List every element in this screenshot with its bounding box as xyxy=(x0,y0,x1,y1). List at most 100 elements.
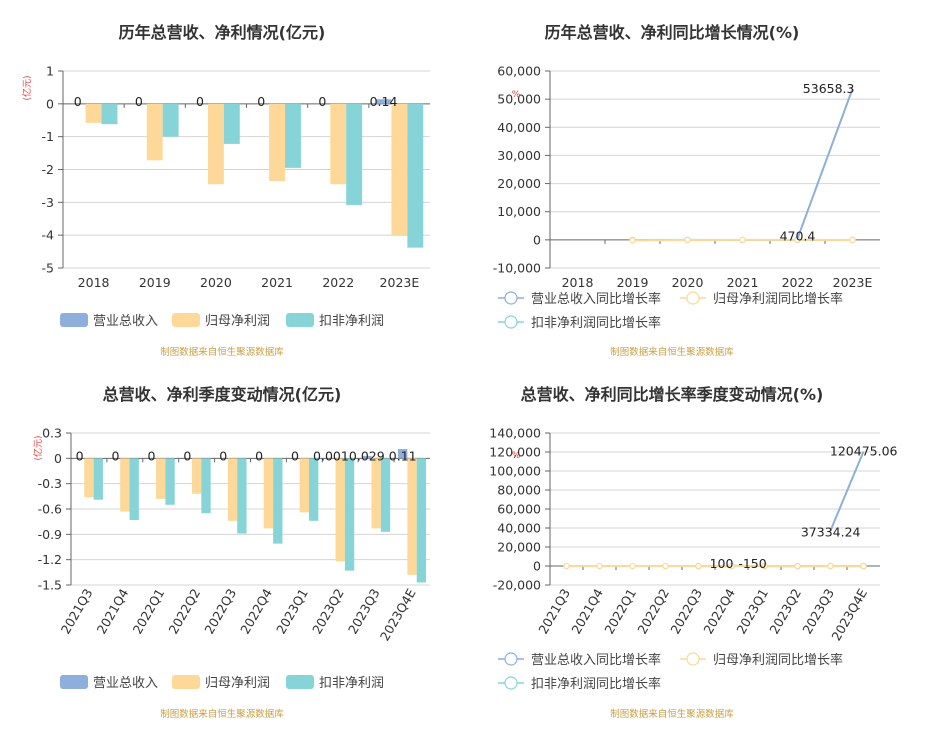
x-tick-label: 2022Q2 xyxy=(165,586,203,636)
y-tick-label: 30,000 xyxy=(497,148,541,163)
y-tick-label: -4 xyxy=(42,228,55,243)
x-tick-label: 2023E xyxy=(380,275,420,290)
y-tick-label: -20,000 xyxy=(493,578,541,593)
x-tick-label: 2023Q3 xyxy=(345,586,383,636)
legend-marker xyxy=(504,315,518,329)
x-tick-label: 2023Q1 xyxy=(273,586,311,636)
data-label: 0 xyxy=(196,94,204,109)
bar-c1-s1-0 xyxy=(85,103,102,123)
legend-label: 归母净利润 xyxy=(205,676,270,691)
legend-marker xyxy=(504,676,518,690)
bar-c3-s1-2 xyxy=(156,458,166,499)
point xyxy=(827,562,834,570)
x-tick-label: 2021Q3 xyxy=(58,586,96,636)
legend-swatch xyxy=(172,313,200,327)
data-label: 0 xyxy=(147,448,155,463)
legend-marker xyxy=(504,652,518,666)
bar-c1-s1-5 xyxy=(391,103,408,236)
legend-swatch xyxy=(286,675,314,689)
legend-item: 营业总收入 xyxy=(60,675,158,691)
data-label: 0.001 xyxy=(313,448,349,463)
data-label: 0.14 xyxy=(370,94,398,109)
y-tick-label: -1.5 xyxy=(38,578,62,593)
legend-item: 扣非净利润同比增长率 xyxy=(498,676,661,692)
unit-label: (亿元) xyxy=(21,75,33,100)
legend-marker xyxy=(686,291,700,305)
bar-c3-s2-6 xyxy=(309,458,319,521)
bar-c1-s1-2 xyxy=(207,103,224,185)
legend-item: 归母净利润 xyxy=(172,675,270,691)
point xyxy=(662,562,669,570)
y-tick-label: 0.3 xyxy=(42,426,62,441)
point xyxy=(695,562,702,570)
y-tick-label: -10,000 xyxy=(493,261,541,276)
x-tick-label: 2023E xyxy=(833,275,873,290)
y-tick-label: 40,000 xyxy=(497,521,541,536)
data-label: 0 xyxy=(183,448,191,463)
bar-c3-s1-8 xyxy=(371,458,381,529)
y-tick-label: 20,000 xyxy=(497,176,541,191)
unit-label: % xyxy=(512,90,521,100)
data-label: 53658.3 xyxy=(803,81,855,96)
legend-label: 扣非净利润同比增长率 xyxy=(531,315,661,331)
y-tick-label: 40,000 xyxy=(497,120,541,135)
y-tick-label: 50,000 xyxy=(497,92,541,107)
y-tick-label: -5 xyxy=(42,261,54,276)
y-tick-label: 120,000 xyxy=(489,445,541,460)
data-label: 0 xyxy=(135,94,143,109)
y-tick-label: 0 xyxy=(533,559,541,574)
bar-c3-s0-9 xyxy=(398,449,408,459)
source-note: 制图数据来自恒生聚源数据库 xyxy=(610,708,734,720)
legend-item: 扣非净利润 xyxy=(286,313,384,329)
x-tick-label: 2019 xyxy=(617,275,649,290)
bar-c1-s2-0 xyxy=(101,103,118,125)
bar-c3-s1-6 xyxy=(299,458,310,513)
chart-c4: 总营收、净利同比增长率季度变动情况(%) 140,000 120,000 100,00… xyxy=(489,385,897,720)
y-tick-label: 100,000 xyxy=(489,464,541,479)
y-tick-label: 80,000 xyxy=(497,483,541,498)
legend-swatch xyxy=(286,313,314,327)
bar-c1-s1-3 xyxy=(269,103,286,181)
legend-item: 营业总收入 xyxy=(60,313,158,329)
bar-c3-s1-7 xyxy=(335,458,345,562)
bar-c1-s2-1 xyxy=(162,103,179,137)
bar-c3-s2-8 xyxy=(380,458,391,532)
point xyxy=(629,562,636,570)
x-tick-label: 2021Q4 xyxy=(94,586,132,636)
chart-c2: 历年总营收、净利同比增长情况(%) 60,000 50,000 40,000 30,00… xyxy=(493,23,880,358)
y-tick-label: 1 xyxy=(46,64,54,79)
point xyxy=(761,562,768,570)
bar-c3-s0-8 xyxy=(362,455,372,459)
point xyxy=(860,562,867,570)
legend-label: 归母净利润 xyxy=(205,314,270,329)
unit-label: (亿元) xyxy=(32,435,44,460)
y-tick-label: 10,000 xyxy=(497,204,541,219)
bar-c3-s2-7 xyxy=(344,458,355,571)
chart-title: 历年总营收、净利情况(亿元) xyxy=(119,23,326,42)
chart-title: 总营收、净利同比增长率季度变动情况(%) xyxy=(521,385,824,404)
data-label: 0.029 xyxy=(349,448,385,463)
legend-item: 营业总收入同比增长率 xyxy=(498,652,661,668)
y-tick-label: 60,000 xyxy=(497,502,541,517)
bar-c3-s2-9 xyxy=(416,458,427,583)
x-tick-label: 2022 xyxy=(782,275,814,290)
point xyxy=(684,236,691,244)
y-tick-label: -0.6 xyxy=(38,502,62,517)
legend-label: 归母净利润同比增长率 xyxy=(713,291,843,307)
y-tick-label: -2 xyxy=(42,162,54,177)
y-tick-label: -1.2 xyxy=(38,552,62,567)
legend-label: 营业总收入同比增长率 xyxy=(531,291,661,307)
chart-title: 总营收、净利季度变动情况(亿元) xyxy=(103,385,342,404)
x-tick-label: 2022 xyxy=(322,275,354,290)
data-label: 0 xyxy=(112,448,120,463)
legend-label: 归母净利润同比增长率 xyxy=(713,652,843,668)
legend-item: 归母净利润同比增长率 xyxy=(680,291,843,307)
data-label: 0 xyxy=(74,94,82,109)
x-tick-label: 2023Q4E xyxy=(377,586,419,643)
legend-label: 营业总收入同比增长率 xyxy=(531,652,661,668)
point xyxy=(596,562,603,570)
y-tick-label: -0.9 xyxy=(38,527,62,542)
bar-c3-s1-4 xyxy=(227,458,238,521)
point xyxy=(563,562,570,570)
